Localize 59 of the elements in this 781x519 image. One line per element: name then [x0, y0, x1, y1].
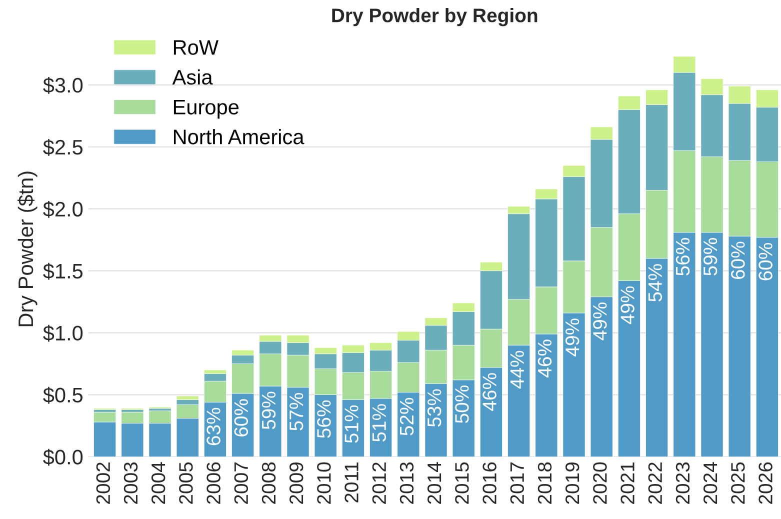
annotation: 54% — [648, 264, 662, 302]
x-tick-label: 2006 — [206, 462, 220, 504]
x-tick-label: 2013 — [400, 462, 414, 504]
x-tick-label: 2014 — [427, 462, 442, 504]
annotation: 49% — [620, 286, 634, 324]
annotation: 59% — [703, 238, 718, 276]
annotation: 53% — [427, 389, 442, 427]
x-tick-label: 2007 — [234, 462, 248, 504]
x-tick-label: 2022 — [648, 462, 662, 504]
annotation: 51% — [344, 405, 358, 443]
annotation: 51% — [372, 404, 386, 442]
x-tick-label: 2024 — [703, 462, 718, 504]
annotation: 50% — [455, 386, 469, 423]
legend-label: Europe — [174, 100, 239, 119]
y-tick-label: $3.0 — [43, 77, 83, 94]
y-tick-label: $1.0 — [43, 324, 83, 342]
x-tick-label: 2011 — [344, 462, 358, 502]
annotation: 46% — [482, 373, 496, 411]
annotation: 49% — [593, 302, 607, 340]
annotation: 46% — [538, 340, 552, 378]
x-tick-label: 2018 — [538, 462, 552, 504]
x-tick-label: 2004 — [151, 462, 166, 504]
annotation: 56% — [317, 400, 331, 438]
x-tick-label: 2003 — [124, 462, 138, 504]
annotation: 44% — [510, 350, 524, 389]
x-tick-label: 2005 — [179, 462, 193, 504]
chart-title: Dry Powder by Region — [332, 8, 538, 26]
x-tick-label: 2016 — [482, 462, 496, 504]
x-tick-label: 2021 — [620, 462, 634, 504]
x-tick-label: 2026 — [758, 462, 772, 504]
annotation: 60% — [758, 242, 772, 280]
annotation: 60% — [234, 399, 248, 436]
x-tick-label: 2025 — [731, 462, 745, 504]
y-axis-title: Dry Powder ($tn) — [18, 172, 38, 326]
annotation: 59% — [262, 392, 276, 430]
legend-label: North America — [174, 129, 304, 144]
annotation: 60% — [731, 242, 745, 279]
x-tick-label: 2008 — [262, 462, 276, 504]
x-tick-label: 2009 — [289, 462, 304, 504]
annotation: 52% — [400, 398, 414, 436]
x-tick-label: 2017 — [510, 462, 524, 504]
x-tick-label: 2002 — [96, 462, 110, 504]
annotation: 57% — [290, 392, 304, 430]
y-tick-label: $1.5 — [43, 262, 83, 280]
x-tick-label: 2010 — [317, 462, 331, 504]
annotation: 49% — [565, 318, 580, 356]
x-tick-label: 2015 — [455, 462, 469, 504]
x-tick-label: 2012 — [372, 462, 386, 504]
y-tick-label: $2.0 — [43, 200, 83, 218]
x-tick-label: 2019 — [565, 462, 580, 504]
legend-label: Asia — [172, 69, 213, 85]
x-tick-label: 2023 — [676, 462, 690, 504]
annotation: 56% — [676, 238, 690, 276]
x-tick-label: 2020 — [593, 462, 607, 504]
y-tick-label: $0.0 — [43, 448, 83, 466]
legend-label: RoW — [174, 40, 218, 55]
y-tick-label: $2.5 — [43, 138, 83, 156]
y-tick-label: $0.5 — [43, 386, 83, 404]
annotation: 63% — [206, 408, 220, 446]
